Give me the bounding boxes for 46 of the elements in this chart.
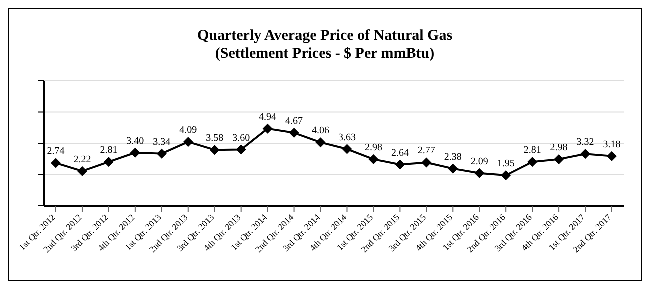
data-label: 4.67 xyxy=(286,116,304,128)
point xyxy=(554,154,564,164)
point xyxy=(422,158,432,168)
data-label: 2.09 xyxy=(470,156,488,168)
data-label: 3.58 xyxy=(206,133,224,144)
point xyxy=(474,168,485,178)
data-label: 2.81 xyxy=(524,145,542,156)
point xyxy=(77,166,88,176)
point xyxy=(210,145,220,156)
point xyxy=(262,124,273,134)
chart-title: Quarterly Average Price of Natural Gas xyxy=(196,27,454,45)
point xyxy=(104,157,114,168)
data-label: 2.74 xyxy=(47,146,65,158)
point xyxy=(316,138,326,148)
data-label: 2.64 xyxy=(391,148,409,159)
point xyxy=(130,148,140,158)
data-label: 4.09 xyxy=(180,125,198,136)
data-label: 1.95 xyxy=(497,158,515,170)
point xyxy=(342,144,352,154)
data-label: 3.60 xyxy=(232,132,250,144)
data-label: 2.98 xyxy=(550,142,568,154)
data-label: 2.38 xyxy=(444,152,462,163)
data-label: 3.63 xyxy=(338,132,356,144)
point xyxy=(395,160,406,170)
data-label: 3.18 xyxy=(603,139,621,150)
point xyxy=(580,149,591,160)
chart-subtitle: (Settlement Prices - $ Per mmBtu) xyxy=(214,45,436,63)
point xyxy=(51,158,61,168)
data-label: 2.98 xyxy=(364,142,382,154)
point xyxy=(183,137,194,148)
point xyxy=(368,154,379,164)
data-label: 3.40 xyxy=(126,136,144,147)
point xyxy=(448,164,458,174)
data-label: 3.32 xyxy=(576,137,594,148)
point xyxy=(236,144,246,155)
data-label: 2.81 xyxy=(100,145,118,156)
data-label: 3.34 xyxy=(153,136,171,148)
data-label: 2.22 xyxy=(74,154,92,166)
point xyxy=(501,170,512,181)
point xyxy=(607,151,617,162)
data-label: 4.06 xyxy=(312,126,330,137)
point xyxy=(156,148,167,159)
data-label: 2.77 xyxy=(418,146,436,157)
point xyxy=(289,128,300,138)
point xyxy=(528,157,538,168)
data-label: 4.94 xyxy=(259,112,277,123)
